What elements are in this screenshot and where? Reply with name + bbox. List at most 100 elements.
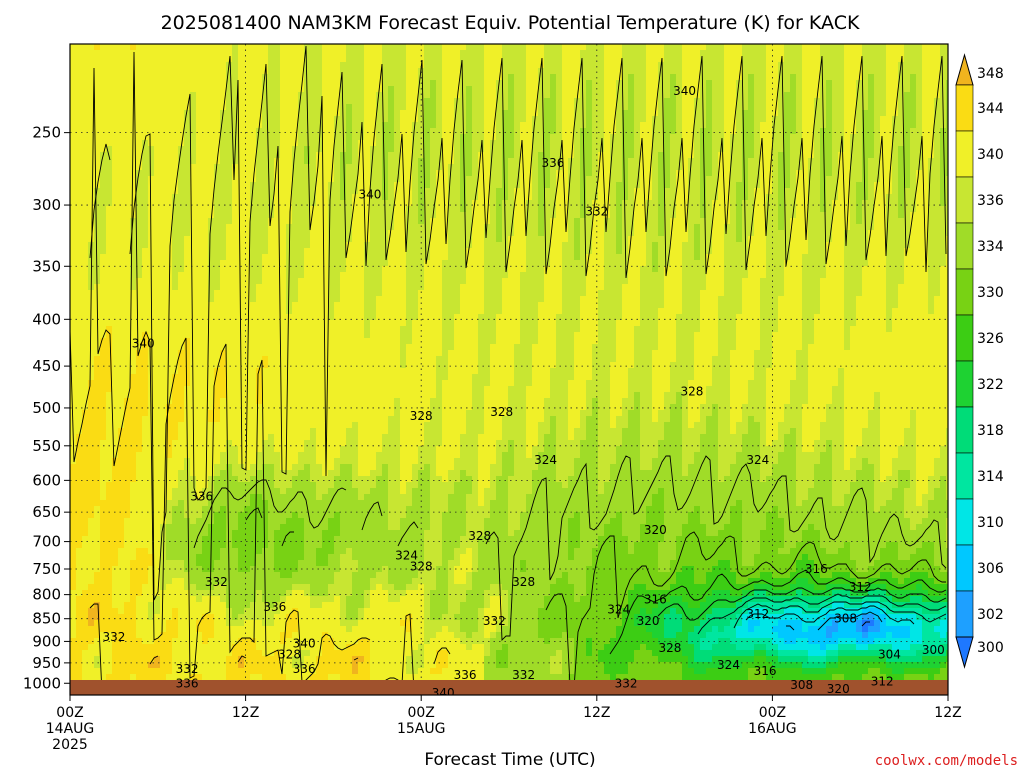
contour-label: 332 — [483, 614, 506, 628]
contour-label: 340 — [432, 686, 455, 700]
contour-label: 340 — [293, 637, 316, 651]
colorbar-swatch — [955, 130, 974, 178]
colorbar-extend-bottom — [955, 636, 974, 669]
contour-label: 336 — [190, 490, 213, 504]
y-tick-label: 450 — [32, 357, 61, 375]
contour-label: 332 — [615, 676, 638, 690]
contour-label: 320 — [637, 614, 660, 628]
contour-label: 304 — [878, 647, 901, 661]
colorbar-label: 310 — [977, 515, 1004, 531]
contour-label: 340 — [673, 84, 696, 98]
colorbar-label: 302 — [977, 607, 1004, 623]
colorbar-label: 348 — [977, 66, 1004, 82]
x-tick-label: 2025 — [52, 737, 88, 753]
contour-lines — [70, 45, 947, 695]
contour-label: 328 — [410, 409, 433, 423]
colorbar-swatch — [955, 544, 974, 592]
colorbar-label: 314 — [977, 469, 1004, 485]
grid-lines — [70, 44, 948, 695]
x-tick-label: 00Z — [759, 705, 786, 721]
y-tick-label: 300 — [32, 196, 61, 214]
colorbar-extend-top — [955, 53, 974, 86]
contour-label: 320 — [644, 523, 667, 537]
contour-label: 324 — [746, 453, 769, 467]
x-tick-label: 00Z — [407, 705, 434, 721]
y-tick-label: 1000 — [23, 674, 61, 692]
contour-label: 324 — [607, 602, 630, 616]
colorbar: 348 344 340 336 334 330 326 322 318 314 310 306 302 3… — [955, 53, 1004, 669]
colorbar-swatch — [955, 406, 974, 454]
contour-label: 332 — [512, 668, 535, 682]
y-axis-ticks: 250 300 350 400 450 500 550 600 650 700 750 800 850 9… — [23, 124, 70, 692]
plot-frame — [69, 43, 949, 696]
colorbar-swatch — [955, 452, 974, 500]
y-tick-label: 550 — [32, 437, 61, 455]
x-tick-label: 12Z — [232, 705, 259, 721]
contour-label: 328 — [490, 405, 513, 419]
contour-label: 336 — [293, 662, 316, 676]
x-tick-label: 00Z — [56, 705, 83, 721]
colorbar-swatch — [955, 84, 974, 132]
y-tick-label: 650 — [32, 503, 61, 521]
contour-label: 312 — [746, 607, 769, 621]
y-tick-label: 700 — [32, 533, 61, 551]
contour-label: 308 — [790, 678, 813, 692]
colorbar-swatch — [955, 176, 974, 224]
colorbar-label: 344 — [977, 101, 1004, 117]
contour-label: 328 — [410, 559, 433, 573]
chart-title: 2025081400 NAM3KM Forecast Equiv. Potent… — [161, 12, 860, 34]
contour-label: 328 — [659, 641, 682, 655]
y-tick-label: 350 — [32, 257, 61, 275]
x-tick-label: 16AUG — [748, 721, 797, 737]
contour-label: 324 — [395, 549, 418, 563]
contour-label: 340 — [359, 187, 382, 201]
contour-label: 336 — [454, 668, 477, 682]
contour-label: 332 — [585, 205, 608, 219]
colorbar-swatch — [955, 314, 974, 362]
y-tick-label: 950 — [32, 654, 61, 672]
x-tick-label: 12Z — [934, 705, 961, 721]
contour-label: 328 — [680, 385, 703, 399]
colorbar-label: 340 — [977, 147, 1004, 163]
y-tick-label: 600 — [32, 471, 61, 489]
colorbar-label: 322 — [977, 377, 1004, 393]
theta-e-field — [70, 44, 948, 695]
ground-band — [70, 680, 948, 695]
contour-label: 336 — [176, 676, 199, 690]
contour-label: 332 — [102, 630, 125, 644]
contour-label: 316 — [805, 562, 828, 576]
contour-label: 340 — [132, 336, 155, 350]
x-axis-title: Forecast Time (UTC) — [424, 750, 595, 768]
y-tick-label: 400 — [32, 310, 61, 328]
contour-label: 336 — [541, 156, 564, 170]
y-tick-label: 250 — [32, 124, 61, 142]
y-tick-label: 500 — [32, 399, 61, 417]
colorbar-swatch — [955, 590, 974, 638]
contour-label: 312 — [849, 580, 872, 594]
colorbar-swatch — [955, 360, 974, 408]
contour-label: 308 — [834, 612, 857, 626]
y-tick-label: 900 — [32, 632, 61, 650]
contour-label: 328 — [278, 647, 301, 661]
colorbar-swatch — [955, 498, 974, 546]
y-tick-label: 800 — [32, 586, 61, 604]
colorbar-swatch — [955, 268, 974, 316]
colorbar-label: 330 — [977, 285, 1004, 301]
contour-label: 336 — [263, 600, 286, 614]
contour-label: 316 — [754, 664, 777, 678]
credit-text[interactable]: coolwx.com/models — [875, 753, 1018, 768]
contour-label: 300 — [922, 643, 945, 657]
x-tick-label: 12Z — [583, 705, 610, 721]
colorbar-label: 336 — [977, 193, 1004, 209]
y-tick-label: 850 — [32, 610, 61, 628]
contour-label: 328 — [468, 529, 491, 543]
contour-label: 320 — [827, 682, 850, 696]
y-tick-label: 750 — [32, 560, 61, 578]
x-tick-label: 15AUG — [397, 721, 446, 737]
contour-label: 324 — [717, 658, 740, 672]
x-tick-label: 14AUG — [46, 721, 95, 737]
